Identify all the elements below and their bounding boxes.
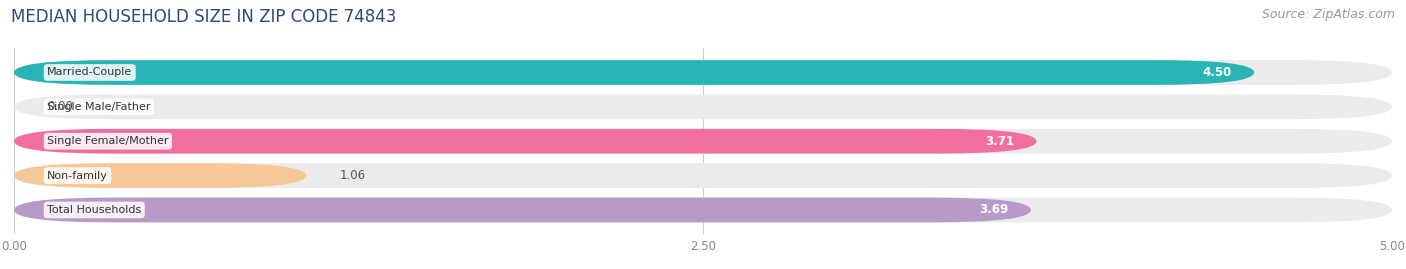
Text: Total Households: Total Households — [48, 205, 142, 215]
Text: Source: ZipAtlas.com: Source: ZipAtlas.com — [1261, 8, 1395, 21]
Text: Single Female/Mother: Single Female/Mother — [48, 136, 169, 146]
Text: Married-Couple: Married-Couple — [48, 68, 132, 77]
FancyBboxPatch shape — [14, 60, 1254, 85]
Text: 1.06: 1.06 — [339, 169, 366, 182]
FancyBboxPatch shape — [14, 198, 1392, 222]
FancyBboxPatch shape — [14, 94, 1392, 119]
FancyBboxPatch shape — [14, 129, 1036, 154]
Text: Non-family: Non-family — [48, 171, 108, 180]
Text: 0.00: 0.00 — [48, 100, 73, 113]
Text: 3.71: 3.71 — [986, 135, 1014, 148]
FancyBboxPatch shape — [14, 163, 1392, 188]
FancyBboxPatch shape — [14, 163, 307, 188]
Text: Single Male/Father: Single Male/Father — [48, 102, 150, 112]
FancyBboxPatch shape — [14, 129, 1392, 154]
FancyBboxPatch shape — [14, 198, 1031, 222]
Text: 4.50: 4.50 — [1204, 66, 1232, 79]
FancyBboxPatch shape — [14, 60, 1392, 85]
Text: 3.69: 3.69 — [980, 203, 1010, 217]
Text: MEDIAN HOUSEHOLD SIZE IN ZIP CODE 74843: MEDIAN HOUSEHOLD SIZE IN ZIP CODE 74843 — [11, 8, 396, 26]
